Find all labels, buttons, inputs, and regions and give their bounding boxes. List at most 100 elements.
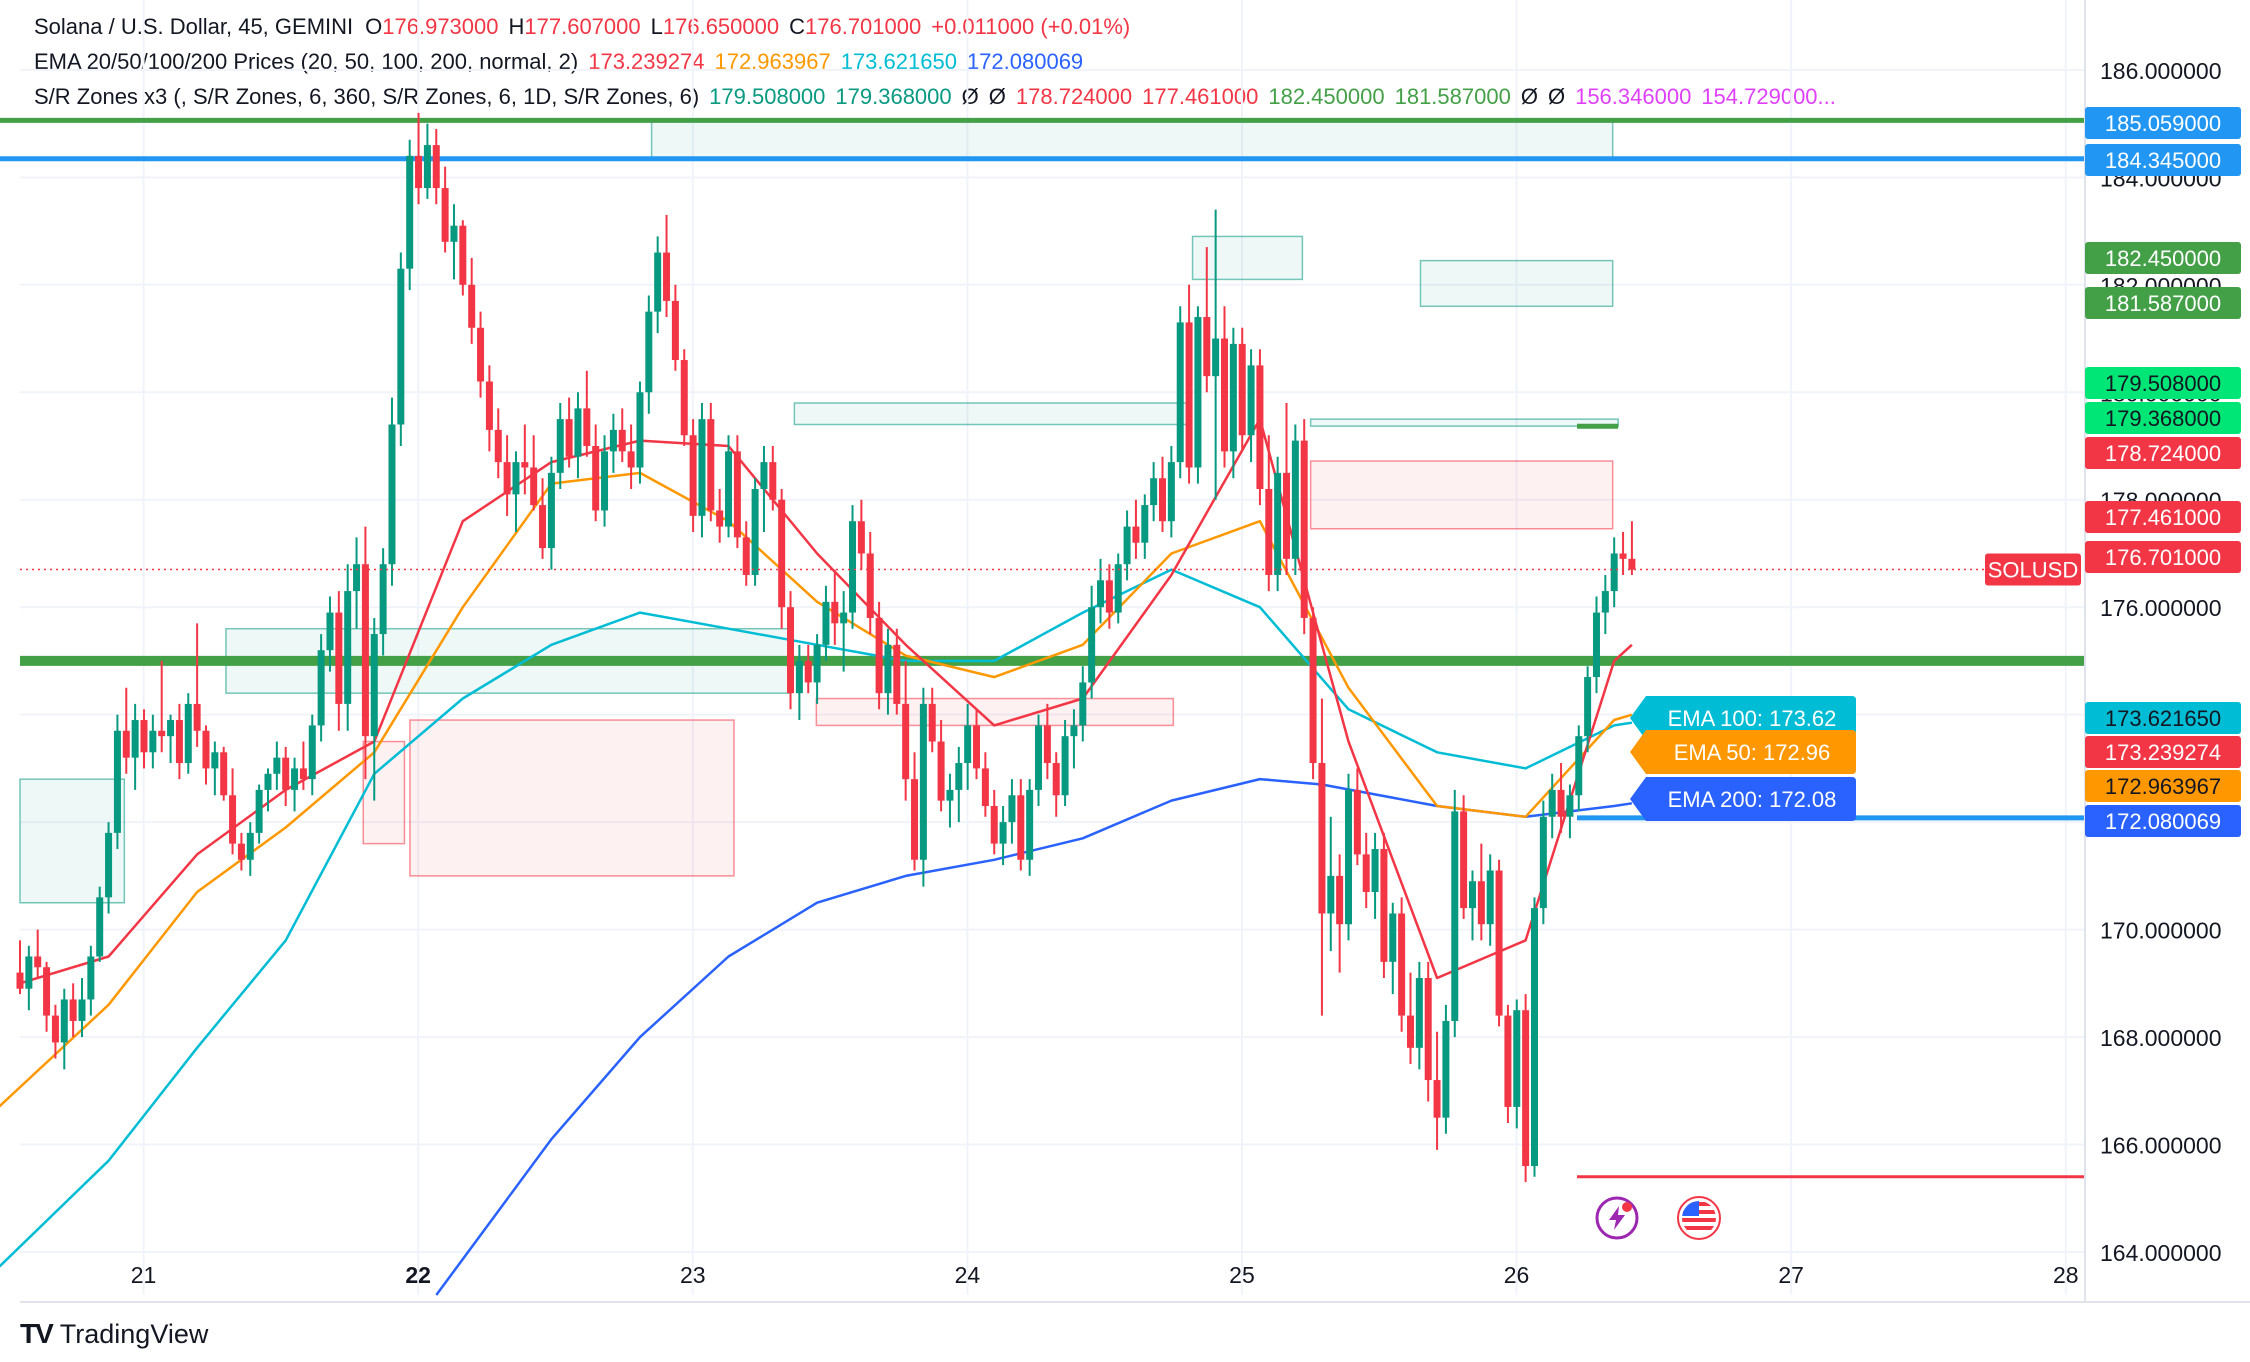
candle xyxy=(1495,859,1503,1027)
candle xyxy=(1442,1004,1450,1134)
candle-body xyxy=(202,730,210,769)
price-label: 182.450000 xyxy=(2105,246,2221,271)
price-label-box xyxy=(2085,367,2241,399)
candle-body xyxy=(547,472,555,549)
candle xyxy=(849,505,857,629)
candle xyxy=(530,435,538,511)
candle xyxy=(415,112,423,205)
candle-body xyxy=(1150,478,1158,506)
candle-body xyxy=(1221,338,1229,452)
candle-body xyxy=(760,462,768,489)
candle-body xyxy=(43,967,51,1016)
y-tick-label: 164.000000 xyxy=(2100,1240,2222,1266)
candle-body xyxy=(1070,725,1078,737)
candle-body xyxy=(299,768,307,780)
legend-symbol[interactable]: Solana / U.S. Dollar, 45, GEMINI xyxy=(34,14,354,39)
candle-body xyxy=(1282,472,1290,559)
price-label-box xyxy=(2085,702,2241,734)
candle-body xyxy=(804,660,812,683)
brand[interactable]: TV TradingView xyxy=(20,1318,208,1350)
candle xyxy=(1203,247,1211,393)
candle xyxy=(1628,521,1636,575)
candle xyxy=(326,596,334,672)
candle xyxy=(255,784,263,844)
candle xyxy=(671,284,679,371)
candle-body xyxy=(716,510,724,527)
candle xyxy=(96,886,104,962)
price-label-box xyxy=(2085,287,2241,319)
candle xyxy=(229,768,237,855)
candle-body xyxy=(441,188,449,242)
candle-body xyxy=(1238,343,1246,436)
candle-body xyxy=(1539,816,1547,909)
candle-body xyxy=(680,360,688,436)
candle-body xyxy=(220,752,228,796)
candle-body xyxy=(105,832,113,898)
support-zone xyxy=(1191,235,1304,281)
candle xyxy=(432,128,440,205)
candle-body xyxy=(1309,617,1317,764)
us-flag-icon[interactable] xyxy=(1676,1195,1722,1241)
candle-body xyxy=(175,720,183,764)
price-labels: 185.059000 184.345000 182.450000 181.587000… xyxy=(1630,107,2241,837)
y-tick-label: 176.000000 xyxy=(2100,595,2222,621)
candle-body xyxy=(1424,977,1432,1081)
candle-body xyxy=(1114,564,1122,613)
legend-sr-value: 154.729000... xyxy=(1701,84,1836,109)
candle xyxy=(468,257,476,344)
candle xyxy=(565,397,573,468)
candle xyxy=(893,628,901,715)
lightning-icon[interactable] xyxy=(1594,1195,1640,1241)
candle xyxy=(1433,1031,1441,1150)
candle xyxy=(175,703,183,780)
candle xyxy=(158,660,166,753)
candle-body xyxy=(733,451,741,538)
candle-body xyxy=(919,703,927,860)
candle-body xyxy=(113,730,121,833)
legend-sr-value: 178.724000 xyxy=(1015,84,1133,109)
candle-body xyxy=(671,300,679,361)
candle-body xyxy=(857,521,865,554)
candle xyxy=(361,526,369,780)
symbol-tag-box xyxy=(1985,553,2081,586)
legend-close-label: C xyxy=(789,14,805,39)
candle xyxy=(1610,537,1618,608)
candle xyxy=(140,709,148,769)
candle-body xyxy=(592,445,600,511)
candle-body xyxy=(1229,343,1237,452)
candle xyxy=(680,349,688,446)
candle xyxy=(822,585,830,661)
candle-body xyxy=(193,703,201,731)
price-label-box xyxy=(2085,501,2241,533)
candle xyxy=(353,537,361,629)
price-label: 173.621650 xyxy=(2105,706,2221,731)
price-label: 177.461000 xyxy=(2105,505,2221,530)
candle xyxy=(601,435,609,527)
candle xyxy=(902,660,910,801)
legend-sr-value: 181.587000 xyxy=(1394,84,1511,109)
price-label: 185.059000 xyxy=(2105,111,2221,136)
price-label-box xyxy=(2085,107,2241,139)
candle-body xyxy=(184,703,192,764)
candle xyxy=(1282,403,1290,575)
candle xyxy=(512,451,520,532)
candle xyxy=(1592,596,1600,694)
candle-body xyxy=(1530,908,1538,1167)
candle-body xyxy=(1256,365,1264,489)
candle-body xyxy=(1265,488,1273,575)
candle xyxy=(308,714,316,796)
candle-body xyxy=(1548,789,1556,817)
candle xyxy=(1522,994,1530,1183)
candle xyxy=(937,720,945,812)
candle xyxy=(494,408,502,479)
candle xyxy=(1035,714,1043,807)
legend-sr-title[interactable]: S/R Zones x3 (, S/R Zones, 6, 360, S/R Z… xyxy=(34,84,700,109)
candle-body xyxy=(415,155,423,189)
candle xyxy=(87,945,95,1016)
price-label-box xyxy=(2085,242,2241,274)
candle-body xyxy=(583,408,591,446)
candle xyxy=(1575,725,1583,812)
candle xyxy=(105,822,113,914)
candle-body xyxy=(344,591,352,704)
